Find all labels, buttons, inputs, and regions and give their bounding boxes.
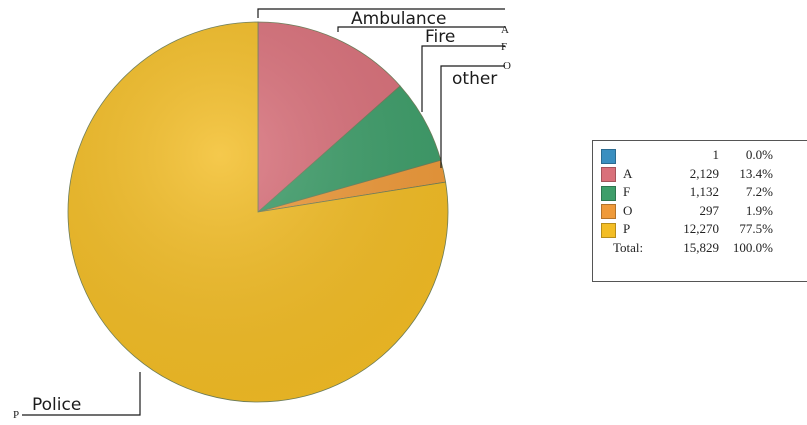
leader-line-fire: [421, 45, 505, 112]
legend: 1 0.0% A 2,129 13.4% F 1,132 7.2% O 297 …: [592, 140, 807, 282]
legend-row: F 1,132 7.2%: [601, 184, 773, 203]
legend-swatch: [601, 204, 616, 220]
leader-line-police: [22, 372, 141, 416]
leader-line-ambulance-under: [337, 26, 505, 32]
slice-label-f: F: [501, 41, 507, 53]
legend-row: A 2,129 13.4%: [601, 166, 773, 185]
legend-percent: 7.2%: [745, 184, 773, 200]
legend-count: 1: [712, 147, 720, 163]
annotation-other: other: [452, 69, 497, 89]
slice-label-a: A: [501, 24, 509, 36]
legend-count: 297: [699, 202, 720, 218]
leader-line-ambulance: [257, 8, 505, 18]
legend-count: 12,270: [683, 221, 719, 237]
legend-swatch: [601, 167, 616, 183]
legend-swatch: [601, 148, 616, 164]
legend-total-row: Total: 15,829 100.0%: [601, 240, 773, 258]
leader-line-other: [440, 65, 505, 168]
legend-code: A: [623, 165, 633, 181]
slice-label-p: P: [13, 409, 19, 421]
legend-percent: 13.4%: [739, 165, 773, 181]
legend-swatch: [601, 222, 616, 238]
legend-percent: 1.9%: [745, 202, 773, 218]
annotation-police: Police: [32, 395, 81, 415]
annotation-ambulance: Ambulance: [351, 9, 446, 29]
legend-row: O 297 1.9%: [601, 203, 773, 222]
legend-percent: 0.0%: [745, 147, 773, 163]
legend-swatch: [601, 185, 616, 201]
legend-code: F: [623, 184, 631, 200]
legend-count: 1,132: [689, 184, 719, 200]
legend-code: P: [623, 221, 631, 237]
legend-count: 2,129: [689, 165, 719, 181]
annotation-fire: Fire: [425, 27, 455, 47]
legend-total-percent: 100.0%: [732, 239, 773, 255]
legend-total-label: Total:: [613, 239, 644, 255]
legend-code: [623, 147, 647, 166]
legend-total-count: 15,829: [683, 239, 719, 255]
legend-table: 1 0.0% A 2,129 13.4% F 1,132 7.2% O 297 …: [601, 147, 773, 258]
legend-code: O: [623, 202, 633, 218]
legend-row: P 12,270 77.5%: [601, 221, 773, 240]
slice-label-o: O: [503, 60, 511, 72]
legend-percent: 77.5%: [739, 221, 773, 237]
legend-row: 1 0.0%: [601, 147, 773, 166]
